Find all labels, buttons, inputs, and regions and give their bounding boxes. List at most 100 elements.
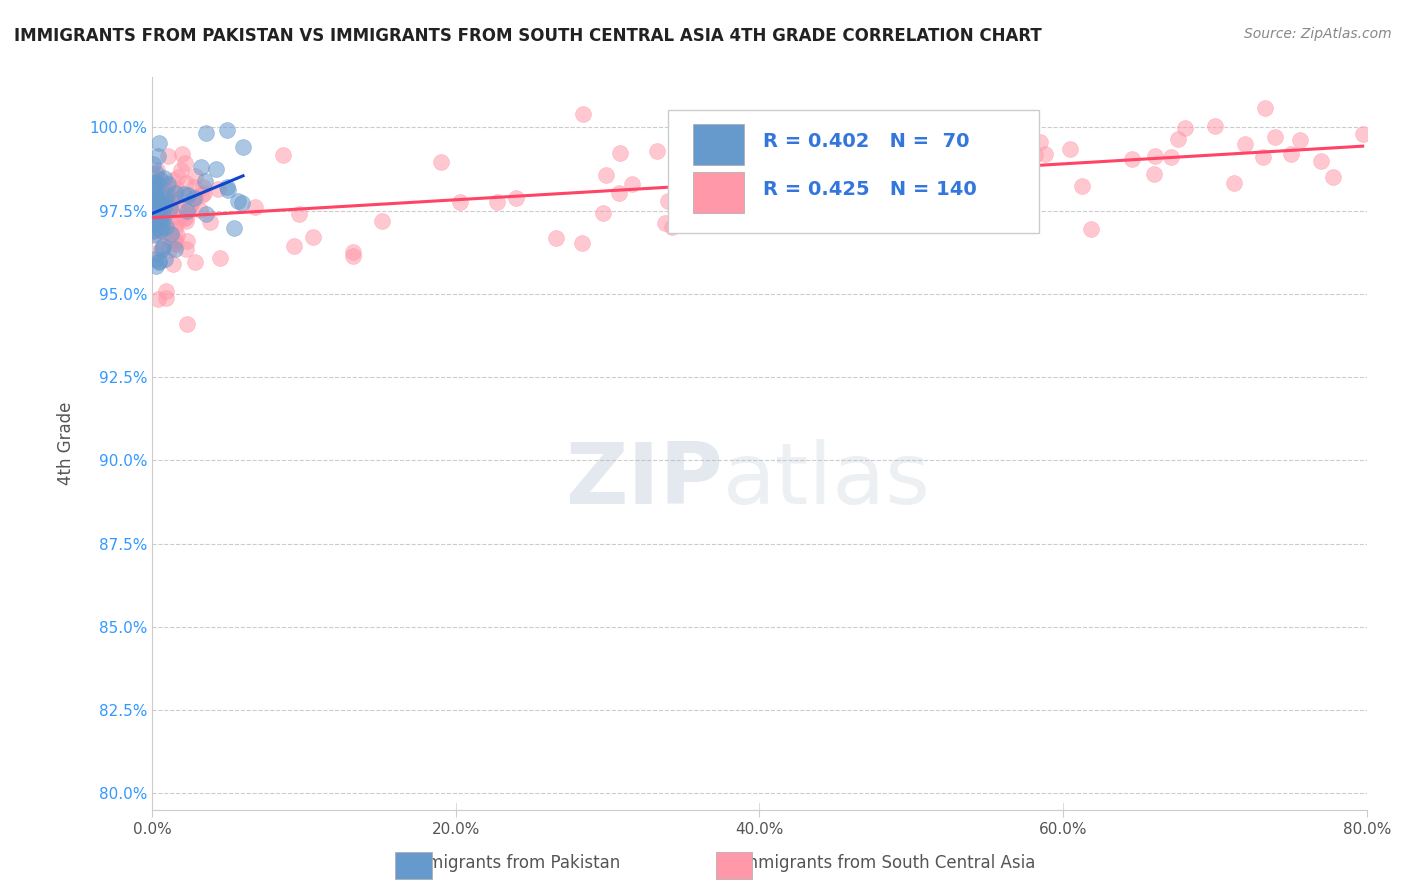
Point [163,233,186,247]
Point [232,139,254,153]
Text: ZIP: ZIP [565,439,723,522]
Point [165,217,187,231]
Point [142,157,165,171]
Point [215,123,238,137]
Point [544,230,567,244]
Point [661,220,683,235]
Point [145,252,167,267]
Point [186,190,208,204]
Point [194,174,217,188]
Point [1351,128,1374,142]
Point [485,195,508,210]
Point [160,232,183,246]
Point [149,203,172,218]
Point [148,210,170,224]
Point [146,176,169,190]
Point [209,252,232,266]
Point [141,181,163,195]
Point [1322,170,1344,185]
Point [142,194,165,209]
Point [152,211,174,226]
Point [165,181,187,195]
Point [449,194,471,209]
Point [1234,136,1257,151]
Point [165,186,187,201]
Point [176,235,198,249]
Point [217,179,239,194]
Point [145,166,167,180]
Point [155,285,177,299]
Point [174,210,197,224]
Point [163,222,186,236]
Point [148,172,170,186]
Point [191,188,214,202]
Point [184,254,207,268]
Point [1024,148,1046,162]
Point [142,187,165,202]
Point [148,136,170,151]
Point [142,217,165,231]
Point [152,199,174,213]
Point [149,207,172,221]
Point [195,207,218,221]
Point [1059,141,1081,155]
Point [176,204,198,219]
Point [170,163,193,178]
Text: R = 0.425   N = 140: R = 0.425 N = 140 [763,180,977,199]
Point [200,215,222,229]
Point [595,168,617,182]
Point [190,160,212,174]
Point [224,220,246,235]
Point [163,242,186,256]
FancyBboxPatch shape [693,124,744,165]
Point [172,146,194,161]
Point [984,136,1007,150]
Point [176,317,198,331]
Point [150,242,173,256]
Point [143,178,166,193]
Point [371,214,394,228]
Point [1174,121,1197,136]
Point [152,220,174,235]
Point [156,195,179,210]
Point [167,200,190,214]
Point [148,254,170,268]
Text: Immigrants from Pakistan: Immigrants from Pakistan [406,855,620,872]
Point [766,159,789,173]
Point [157,231,180,245]
Point [1279,146,1302,161]
Point [149,196,172,211]
Point [572,107,595,121]
Point [183,180,205,194]
Point [166,169,188,184]
Point [855,145,877,160]
Point [157,244,180,258]
Point [142,213,165,227]
Point [148,255,170,269]
Point [145,200,167,214]
Point [226,194,249,208]
Point [1160,150,1182,164]
Point [145,192,167,206]
Point [204,162,226,177]
Point [162,257,184,271]
Text: Source: ZipAtlas.com: Source: ZipAtlas.com [1244,27,1392,41]
Point [654,216,676,230]
Point [162,173,184,187]
Point [846,151,869,165]
FancyBboxPatch shape [693,172,744,213]
Point [143,184,166,198]
Point [155,220,177,235]
Point [173,212,195,227]
Point [155,291,177,305]
Point [142,185,165,199]
Point [342,249,364,263]
Point [142,227,165,242]
Point [702,207,724,221]
Point [676,201,699,215]
Point [142,224,165,238]
Point [1143,168,1166,182]
Point [162,194,184,208]
Point [571,235,593,250]
Point [148,219,170,233]
